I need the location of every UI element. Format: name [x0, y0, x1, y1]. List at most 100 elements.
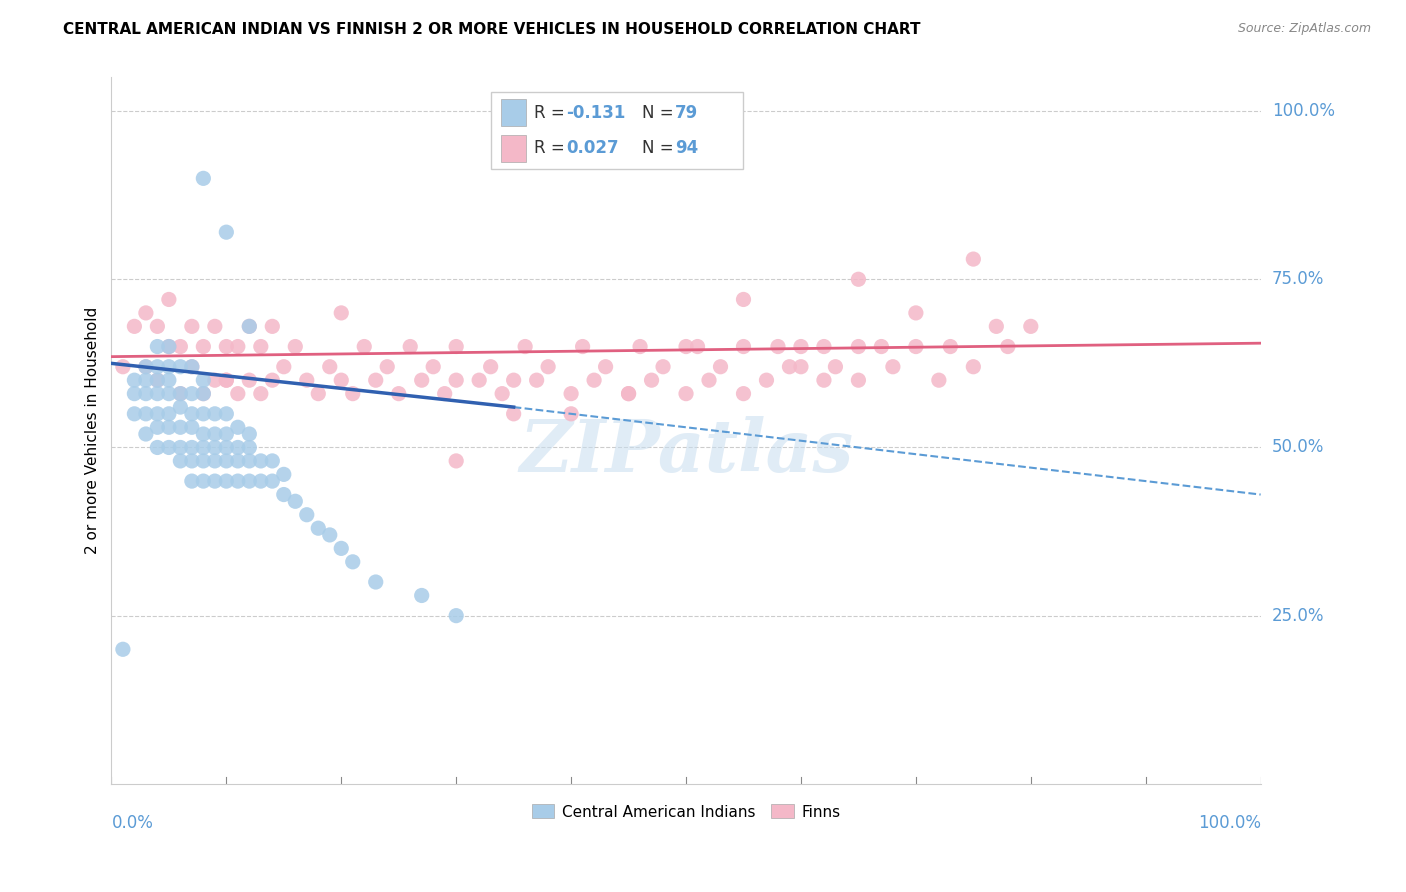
Point: [135, 427, 157, 442]
Point: [284, 340, 307, 354]
Point: [169, 420, 191, 434]
Point: [193, 171, 215, 186]
Point: [238, 319, 260, 334]
Point: [939, 340, 962, 354]
Point: [193, 340, 215, 354]
Point: [526, 373, 548, 387]
Point: [364, 373, 387, 387]
Point: [513, 340, 536, 354]
Point: [193, 407, 215, 421]
Point: [146, 441, 169, 455]
Point: [444, 608, 467, 623]
Point: [399, 340, 422, 354]
Point: [169, 400, 191, 414]
Point: [157, 293, 180, 307]
Point: [997, 340, 1019, 354]
Point: [319, 528, 342, 542]
Point: [249, 454, 271, 468]
Point: [249, 386, 271, 401]
Text: 75.0%: 75.0%: [1272, 270, 1324, 288]
Point: [238, 427, 260, 442]
Legend: Central American Indians, Finns: Central American Indians, Finns: [526, 798, 846, 826]
Point: [295, 373, 318, 387]
Point: [146, 319, 169, 334]
Text: ZIPatlas: ZIPatlas: [519, 417, 853, 487]
Point: [262, 474, 284, 488]
Point: [204, 373, 226, 387]
Point: [180, 359, 202, 374]
Text: 0.0%: 0.0%: [111, 814, 153, 832]
Point: [226, 474, 249, 488]
Point: [675, 340, 697, 354]
Point: [422, 359, 444, 374]
Point: [135, 386, 157, 401]
Point: [778, 359, 800, 374]
Point: [491, 386, 513, 401]
Y-axis label: 2 or more Vehicles in Household: 2 or more Vehicles in Household: [86, 307, 100, 554]
Point: [640, 373, 662, 387]
Point: [479, 359, 502, 374]
Point: [111, 642, 134, 657]
Point: [697, 373, 720, 387]
Point: [848, 373, 870, 387]
Text: 100.0%: 100.0%: [1272, 102, 1334, 120]
Point: [560, 407, 582, 421]
Point: [135, 373, 157, 387]
Point: [652, 359, 675, 374]
Point: [882, 359, 904, 374]
Point: [319, 359, 342, 374]
Point: [180, 386, 202, 401]
Point: [124, 407, 146, 421]
Point: [204, 454, 226, 468]
Point: [617, 386, 640, 401]
Point: [135, 359, 157, 374]
Point: [169, 386, 191, 401]
Point: [146, 340, 169, 354]
Point: [215, 474, 238, 488]
Point: [215, 427, 238, 442]
Point: [180, 474, 202, 488]
Point: [848, 272, 870, 286]
Point: [733, 386, 755, 401]
Point: [180, 319, 202, 334]
Point: [962, 252, 984, 266]
Point: [583, 373, 606, 387]
Point: [226, 454, 249, 468]
Point: [180, 359, 202, 374]
Point: [204, 441, 226, 455]
Point: [330, 373, 353, 387]
Point: [193, 441, 215, 455]
Point: [180, 454, 202, 468]
Point: [157, 386, 180, 401]
Point: [226, 386, 249, 401]
Point: [238, 454, 260, 468]
Point: [262, 373, 284, 387]
Point: [135, 359, 157, 374]
Point: [353, 340, 375, 354]
Point: [444, 373, 467, 387]
Point: [262, 454, 284, 468]
Point: [193, 386, 215, 401]
Point: [273, 467, 295, 482]
Point: [628, 340, 651, 354]
Point: [124, 386, 146, 401]
Point: [284, 494, 307, 508]
Point: [249, 474, 271, 488]
Point: [226, 340, 249, 354]
Point: [342, 555, 364, 569]
Point: [157, 340, 180, 354]
Point: [433, 386, 456, 401]
Point: [180, 441, 202, 455]
Point: [1019, 319, 1042, 334]
Text: 25.0%: 25.0%: [1272, 607, 1324, 624]
Point: [157, 441, 180, 455]
Point: [157, 407, 180, 421]
Point: [273, 359, 295, 374]
Point: [215, 340, 238, 354]
Point: [157, 420, 180, 434]
Point: [157, 373, 180, 387]
Point: [411, 373, 433, 387]
Point: [686, 340, 709, 354]
Point: [790, 340, 813, 354]
Point: [193, 427, 215, 442]
